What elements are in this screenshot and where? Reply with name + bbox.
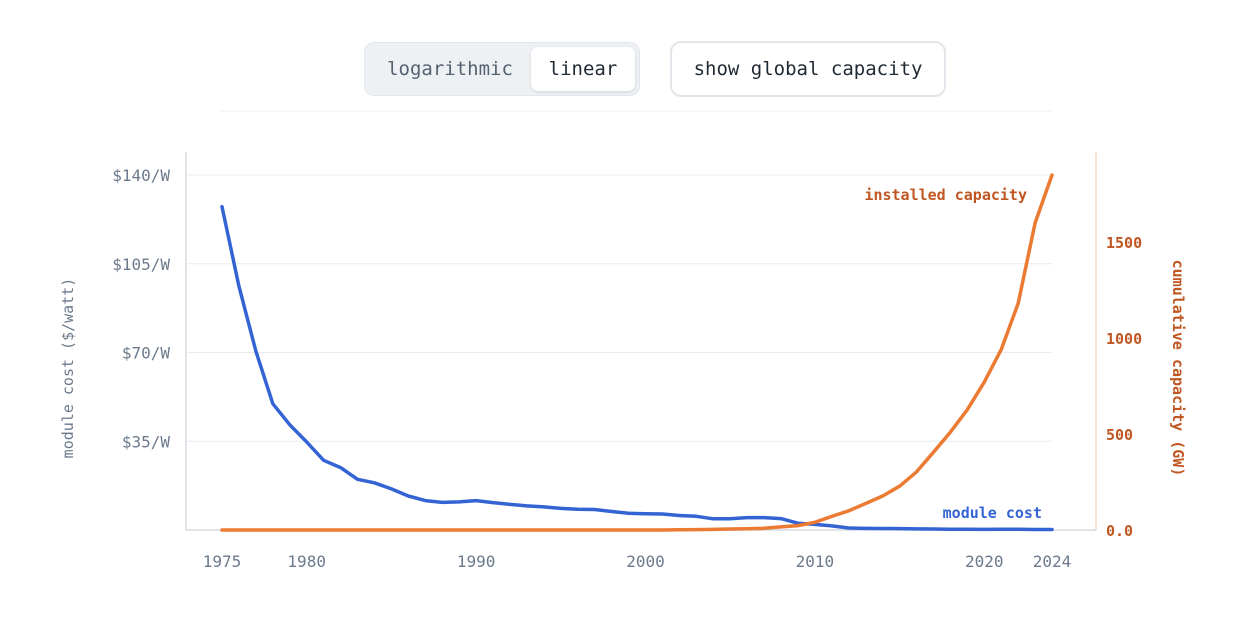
- installed-capacity-annotation: installed capacity: [864, 186, 1027, 204]
- x-tick-label: 2000: [626, 552, 665, 571]
- logarithmic-option[interactable]: logarithmic: [387, 58, 513, 80]
- y-tick-label: $140/W: [112, 166, 170, 185]
- x-tick-label: 2024: [1033, 552, 1072, 571]
- y-tick-label: $70/W: [122, 344, 171, 363]
- y2-axis-label: cumulative capacity (GW): [1169, 260, 1187, 477]
- y-axis-label: module cost ($/watt): [59, 278, 77, 459]
- tick-labels: 1975 1980 1990 2000 2010 2020 2024 $35/W $70/W $1…: [112, 166, 1142, 571]
- scale-toggle: logarithmic linear: [364, 42, 640, 96]
- y2-tick-label: 1000: [1106, 330, 1142, 348]
- grid: [186, 174, 1052, 442]
- installed-capacity-line: [220, 173, 1054, 532]
- show-global-capacity-button[interactable]: show global capacity: [670, 41, 946, 97]
- x-tick-label: 1975: [203, 552, 242, 571]
- y-tick-label: $35/W: [122, 432, 171, 451]
- axes: [185, 152, 1097, 531]
- series-lines: [220, 173, 1054, 532]
- linear-option[interactable]: linear: [531, 47, 635, 91]
- x-tick-label: 1990: [457, 552, 496, 571]
- y2-tick-label: 1500: [1106, 234, 1142, 252]
- x-tick-label: 2010: [796, 552, 835, 571]
- x-tick-label: 1980: [287, 552, 326, 571]
- y-tick-label: $105/W: [112, 255, 170, 274]
- y2-tick-label: 0.0: [1106, 522, 1133, 540]
- module-cost-annotation: module cost: [943, 504, 1042, 522]
- x-tick-label: 2020: [965, 552, 1004, 571]
- module-cost-line: [220, 204, 1054, 532]
- y2-tick-label: 500: [1106, 426, 1133, 444]
